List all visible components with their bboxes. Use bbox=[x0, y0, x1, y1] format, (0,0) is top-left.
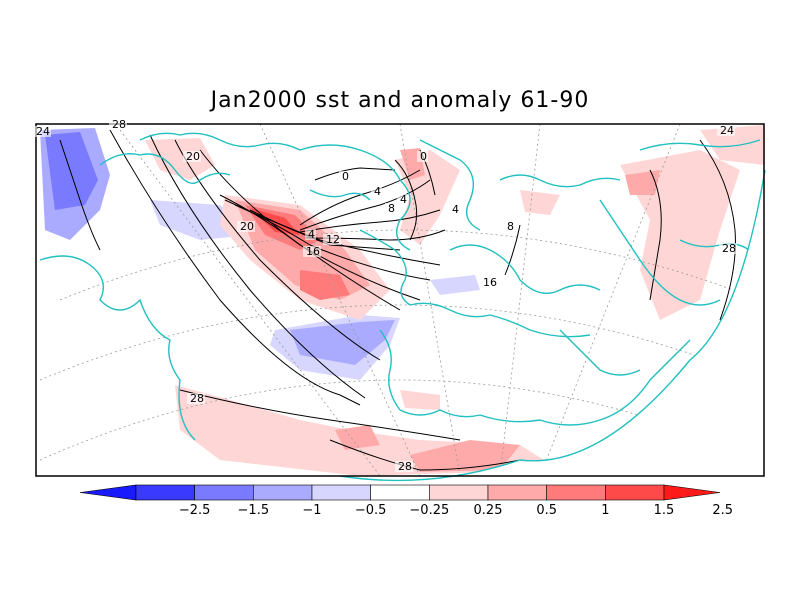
positive-anomaly-area bbox=[625, 170, 660, 195]
colorbar-bin bbox=[135, 484, 195, 501]
contour-label: 24 bbox=[36, 125, 50, 138]
contour-label: 28 bbox=[722, 242, 736, 255]
contour-label: 8 bbox=[388, 202, 395, 215]
contour-label-bg bbox=[395, 461, 413, 472]
negative-anomaly-area bbox=[290, 320, 395, 365]
colorbar-bin bbox=[546, 484, 606, 501]
contour-label-bg bbox=[480, 277, 498, 288]
colorbar-tick-label: 0.5 bbox=[536, 503, 557, 518]
contour-label-bg bbox=[417, 151, 428, 162]
contour-label: 20 bbox=[186, 150, 200, 163]
positive-anomaly-area bbox=[410, 440, 520, 472]
contour-label-bg bbox=[719, 243, 737, 254]
graticule bbox=[39, 124, 761, 477]
contour-label-bg bbox=[109, 119, 127, 130]
map-title: Jan2000 sst and anomaly 61-90 bbox=[210, 88, 590, 113]
contour-label: 28 bbox=[190, 392, 204, 405]
coastlines bbox=[39, 132, 761, 441]
colorbar-bin bbox=[311, 484, 371, 501]
contour-label-bg bbox=[183, 151, 201, 162]
contour-label: 16 bbox=[483, 276, 497, 289]
colorbar-tick-label: −2.5 bbox=[179, 503, 211, 518]
projection-edge bbox=[339, 169, 766, 482]
colorbar-bin bbox=[605, 484, 665, 501]
contour-label-bg bbox=[339, 171, 350, 182]
sst-contours bbox=[59, 129, 736, 471]
colorbar-tick-label: 1 bbox=[601, 503, 609, 518]
contour-label: 0 bbox=[342, 170, 349, 183]
contour-label-bg bbox=[305, 229, 316, 240]
contour-label-bg bbox=[371, 186, 382, 197]
contour-label: 12 bbox=[326, 233, 340, 246]
contour-label: 4 bbox=[374, 185, 381, 198]
positive-anomaly-area bbox=[400, 390, 440, 410]
colorbar-bin bbox=[487, 484, 547, 501]
colorbar-tick-label: −1 bbox=[302, 503, 321, 518]
colorbar-bin bbox=[194, 484, 254, 501]
colorbar-tick-label: 0.25 bbox=[474, 503, 503, 518]
colorbar-tick-label: −0.5 bbox=[355, 503, 387, 518]
negative-anomaly-area bbox=[430, 275, 480, 295]
positive-anomaly-area bbox=[145, 138, 215, 180]
contour-label-bg bbox=[504, 221, 515, 232]
positive-anomaly-area bbox=[300, 270, 350, 300]
colorbar-bin bbox=[663, 484, 721, 501]
contour-label-bg bbox=[323, 234, 341, 245]
negative-anomaly-area bbox=[45, 132, 98, 210]
contour-label-bg bbox=[449, 204, 460, 215]
colorbar-bin bbox=[370, 484, 430, 501]
contour-label-bg bbox=[717, 125, 735, 136]
positive-anomaly-area bbox=[700, 125, 765, 165]
contour-label: 4 bbox=[308, 228, 315, 241]
contour-label: 16 bbox=[306, 245, 320, 258]
colorbar-tick-label: 1.5 bbox=[654, 503, 675, 518]
contour-label: 4 bbox=[452, 203, 459, 216]
contour-label: 0 bbox=[420, 150, 427, 163]
contour-label: 24 bbox=[720, 124, 734, 137]
contour-label-bg bbox=[237, 221, 255, 232]
contour-label: 4 bbox=[400, 193, 407, 206]
contour-label-bg bbox=[187, 393, 205, 404]
colorbar-tick-label: −0.25 bbox=[409, 503, 449, 518]
contour-label: 28 bbox=[112, 118, 126, 131]
contour-label-bg bbox=[385, 203, 396, 214]
colorbar-bin bbox=[79, 484, 137, 501]
contour-label: 20 bbox=[240, 220, 254, 233]
contour-label: 8 bbox=[507, 220, 514, 233]
colorbar-bin bbox=[429, 484, 489, 501]
contour-label-bg bbox=[397, 194, 408, 205]
colorbar-bin bbox=[253, 484, 313, 501]
colorbar-tick-label: −1.5 bbox=[238, 503, 270, 518]
colorbar-tick-label: 2.5 bbox=[712, 503, 733, 518]
contour-label: 28 bbox=[398, 460, 412, 473]
contour-label-bg bbox=[303, 246, 321, 257]
contour-label-bg bbox=[33, 126, 51, 137]
map-frame bbox=[35, 123, 765, 477]
